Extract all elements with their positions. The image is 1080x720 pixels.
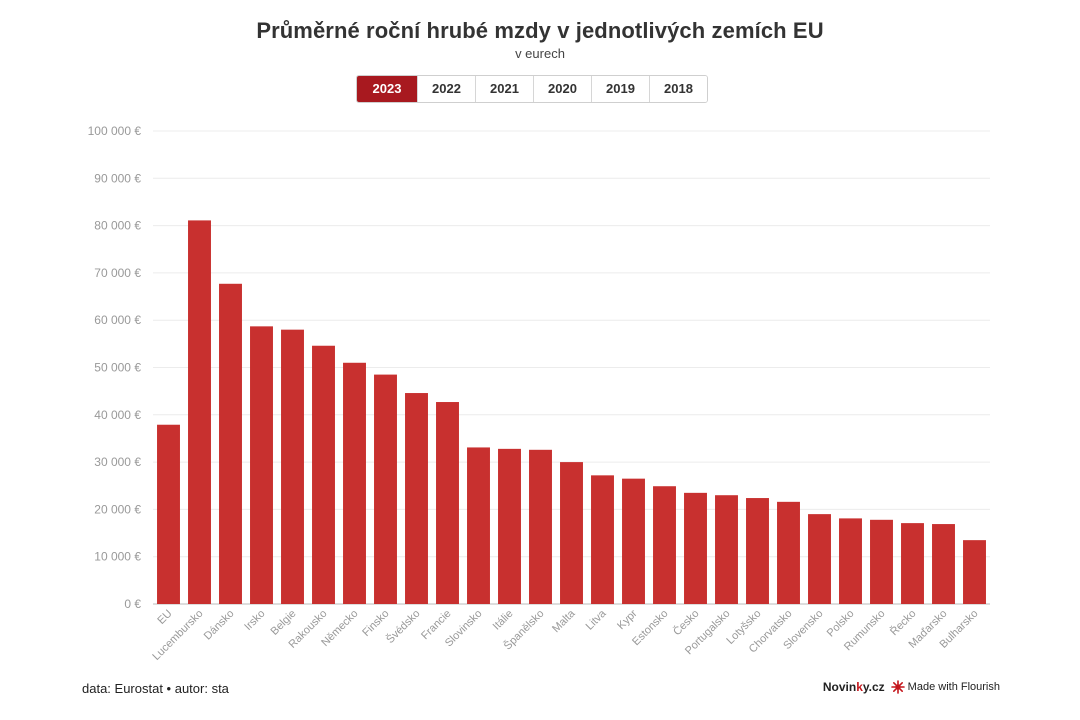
chart-subtitle: v eurech bbox=[515, 46, 565, 61]
bar bbox=[715, 495, 738, 604]
bar bbox=[498, 448, 521, 604]
y-tick-label: 80 000 € bbox=[94, 219, 141, 233]
bar bbox=[932, 524, 955, 604]
y-tick-label: 10 000 € bbox=[94, 550, 141, 564]
tab-2022[interactable]: 2022 bbox=[417, 76, 475, 102]
bar bbox=[436, 402, 459, 604]
y-tick-label: 0 € bbox=[124, 597, 141, 611]
brand-prefix: Novin bbox=[822, 680, 857, 694]
bar bbox=[529, 449, 552, 604]
bar bbox=[622, 478, 645, 604]
bar bbox=[777, 501, 800, 604]
x-tick-label: Belgie bbox=[269, 608, 299, 638]
flourish-icon bbox=[890, 680, 905, 694]
bar bbox=[250, 326, 273, 604]
x-tick-label: EU bbox=[155, 608, 174, 627]
bar bbox=[684, 492, 707, 604]
y-tick-label: 70 000 € bbox=[94, 266, 141, 280]
bar bbox=[312, 345, 335, 604]
bar bbox=[839, 518, 862, 604]
y-tick-label: 20 000 € bbox=[94, 502, 141, 516]
tab-2018[interactable]: 2018 bbox=[649, 76, 707, 102]
x-tick-label: Malta bbox=[550, 607, 578, 635]
y-tick-label: 100 000 € bbox=[88, 124, 142, 138]
bar bbox=[746, 498, 769, 604]
tab-2020[interactable]: 2020 bbox=[533, 76, 591, 102]
tab-2023[interactable]: 2023 bbox=[357, 76, 417, 102]
bar bbox=[963, 540, 986, 604]
flourish-credit[interactable]: Made with Flourish bbox=[907, 681, 1000, 693]
x-tick-label: Irsko bbox=[242, 608, 267, 633]
y-tick-label: 30 000 € bbox=[94, 455, 141, 469]
novinky-logo[interactable]: Novinky.cz bbox=[823, 680, 885, 694]
bar bbox=[560, 462, 583, 604]
bar bbox=[870, 519, 893, 604]
bar bbox=[157, 424, 180, 604]
x-tick-label: Dánsko bbox=[202, 608, 237, 643]
bar bbox=[467, 447, 490, 604]
y-tick-label: 40 000 € bbox=[94, 408, 141, 422]
x-tick-label: Kypr bbox=[615, 607, 640, 632]
bar bbox=[281, 329, 304, 604]
year-tabs: 2023 2022 2021 2020 2019 2018 bbox=[356, 75, 708, 103]
tab-2021[interactable]: 2021 bbox=[475, 76, 533, 102]
source-note: data: Eurostat • autor: sta bbox=[82, 681, 229, 696]
y-tick-label: 50 000 € bbox=[94, 361, 141, 375]
bar bbox=[219, 283, 242, 604]
bar bbox=[901, 523, 924, 604]
bar bbox=[374, 374, 397, 604]
chart-title: Průměrné roční hrubé mzdy v jednotlivých… bbox=[256, 18, 824, 43]
tab-2019[interactable]: 2019 bbox=[591, 76, 649, 102]
bar bbox=[591, 475, 614, 604]
bar bbox=[343, 362, 366, 604]
brand-suffix: y.cz bbox=[862, 680, 885, 694]
x-tick-label: Litva bbox=[584, 607, 610, 633]
bar bbox=[808, 514, 831, 604]
y-tick-label: 90 000 € bbox=[94, 171, 141, 185]
x-tick-label: Itálie bbox=[491, 608, 516, 633]
x-tick-label: Švédsko bbox=[384, 607, 423, 646]
bar bbox=[405, 393, 428, 604]
brand-highlight: k bbox=[856, 680, 863, 694]
y-tick-label: 60 000 € bbox=[94, 313, 141, 327]
bar bbox=[188, 220, 211, 604]
footer-credits: Novinky.cz Made with Flourish bbox=[823, 680, 1000, 694]
bar bbox=[653, 486, 676, 604]
